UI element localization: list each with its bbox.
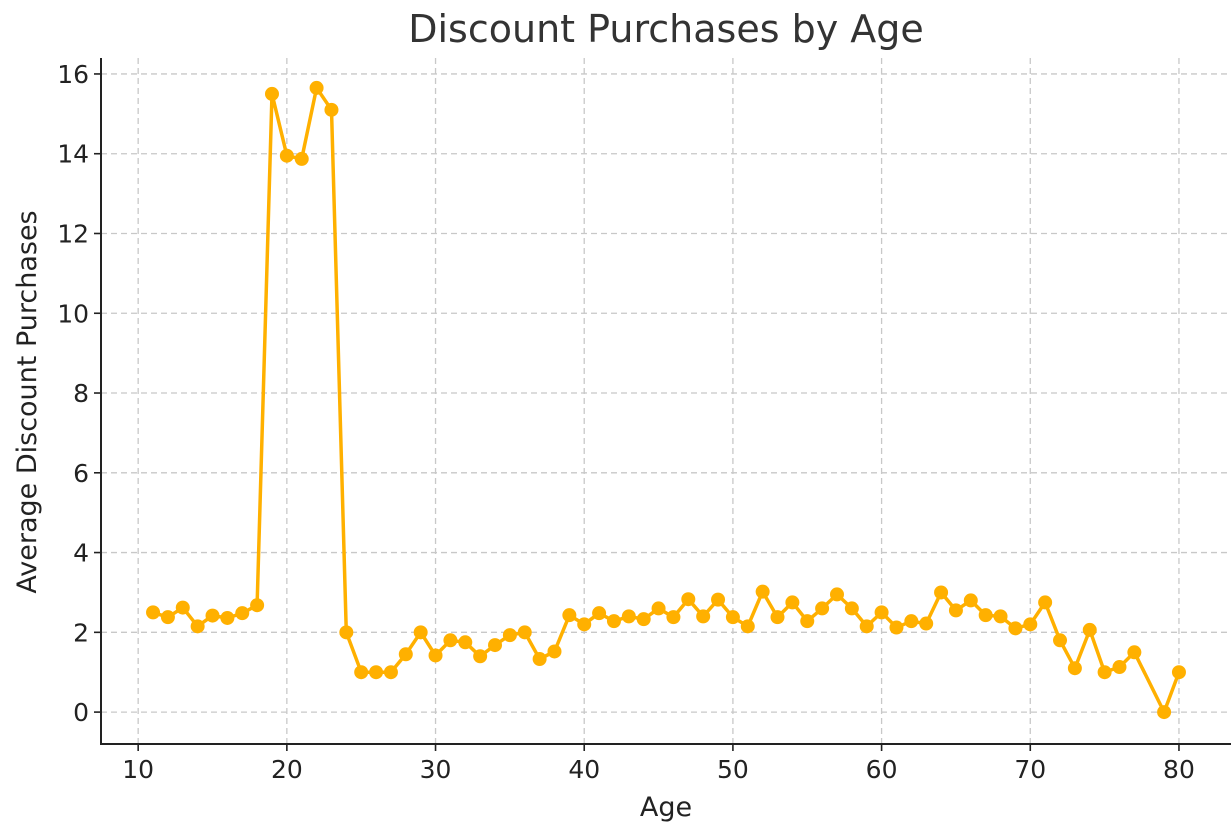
data-point bbox=[740, 619, 755, 634]
data-point bbox=[473, 649, 488, 664]
data-point bbox=[547, 644, 562, 659]
data-point bbox=[829, 587, 844, 602]
data-point bbox=[1127, 645, 1142, 660]
y-tick-label: 10 bbox=[57, 299, 89, 328]
data-point bbox=[800, 614, 815, 629]
x-tick-label: 50 bbox=[717, 755, 749, 784]
axis-spines bbox=[100, 58, 1231, 745]
y-tick-label: 6 bbox=[73, 459, 89, 488]
x-tick-label: 70 bbox=[1014, 755, 1046, 784]
data-point bbox=[443, 633, 458, 648]
data-point bbox=[636, 612, 651, 627]
x-tick-label: 20 bbox=[271, 755, 303, 784]
x-tick-label: 40 bbox=[568, 755, 600, 784]
data-point bbox=[220, 610, 235, 625]
data-point bbox=[1008, 621, 1023, 636]
data-point bbox=[369, 665, 384, 680]
data-point bbox=[1112, 660, 1127, 675]
data-point bbox=[250, 598, 265, 613]
y-tick-label: 0 bbox=[73, 698, 89, 727]
data-point bbox=[175, 600, 190, 615]
data-point bbox=[488, 638, 503, 653]
data-point bbox=[205, 608, 220, 623]
data-point bbox=[904, 614, 919, 629]
data-point bbox=[815, 601, 830, 616]
x-axis-label: Age bbox=[640, 792, 692, 823]
data-point bbox=[324, 102, 339, 117]
y-tick-label: 8 bbox=[73, 379, 89, 408]
y-tick-label: 2 bbox=[73, 618, 89, 647]
data-point bbox=[1157, 705, 1172, 720]
data-point bbox=[383, 665, 398, 680]
chart-title: Discount Purchases by Age bbox=[408, 7, 924, 51]
data-point bbox=[785, 595, 800, 610]
y-tick-label: 4 bbox=[73, 539, 89, 568]
data-point bbox=[934, 585, 949, 600]
data-point bbox=[309, 80, 324, 95]
data-point bbox=[1023, 617, 1038, 632]
data-point bbox=[1097, 665, 1112, 680]
data-point bbox=[696, 609, 711, 624]
series-layer bbox=[146, 80, 1186, 720]
axes-layer: 10 20 30 40 50 60 70 80 0 2 4 6 8 10 12 14 16 bbox=[57, 58, 1231, 784]
data-point bbox=[770, 610, 785, 625]
data-point bbox=[1053, 633, 1068, 648]
data-point bbox=[711, 592, 726, 607]
data-point bbox=[1067, 661, 1082, 676]
data-point bbox=[725, 610, 740, 625]
data-point bbox=[755, 584, 770, 599]
data-point bbox=[532, 652, 547, 667]
data-point bbox=[889, 620, 904, 635]
data-point bbox=[1038, 595, 1053, 610]
data-point bbox=[190, 619, 205, 634]
data-point bbox=[1171, 665, 1186, 680]
data-point bbox=[294, 151, 309, 166]
data-point bbox=[235, 606, 250, 621]
data-point bbox=[577, 617, 592, 632]
data-point bbox=[458, 635, 473, 650]
x-tick-label: 10 bbox=[122, 755, 154, 784]
y-tick-label: 16 bbox=[57, 60, 89, 89]
data-point bbox=[919, 616, 934, 631]
data-point bbox=[978, 608, 993, 623]
x-tick-label: 30 bbox=[420, 755, 452, 784]
data-point bbox=[398, 647, 413, 662]
data-point bbox=[681, 592, 696, 607]
x-tick-label: 60 bbox=[866, 755, 898, 784]
data-point bbox=[844, 601, 859, 616]
data-point bbox=[606, 614, 621, 629]
data-point bbox=[562, 608, 577, 623]
data-point bbox=[517, 625, 532, 640]
data-point bbox=[428, 648, 443, 663]
data-point bbox=[963, 593, 978, 608]
data-point bbox=[859, 619, 874, 634]
data-point bbox=[651, 601, 666, 616]
data-point bbox=[160, 610, 175, 625]
data-point bbox=[354, 665, 369, 680]
data-point bbox=[948, 603, 963, 618]
data-point bbox=[1082, 622, 1097, 637]
grid-layer bbox=[101, 58, 1231, 744]
y-tick-label: 12 bbox=[57, 219, 89, 248]
data-point bbox=[279, 148, 294, 163]
data-point bbox=[666, 610, 681, 625]
data-point bbox=[993, 609, 1008, 624]
y-tick-label: 14 bbox=[57, 140, 89, 169]
data-point bbox=[621, 609, 636, 624]
data-point bbox=[592, 606, 607, 621]
data-point bbox=[502, 628, 517, 643]
data-point bbox=[146, 605, 161, 620]
x-tick-label: 80 bbox=[1163, 755, 1195, 784]
data-point bbox=[413, 625, 428, 640]
y-axis-label: Average Discount Purchases bbox=[12, 210, 43, 593]
data-point bbox=[339, 625, 354, 640]
data-point bbox=[874, 605, 889, 620]
series-line bbox=[152, 86, 1181, 714]
data-point bbox=[264, 86, 279, 101]
